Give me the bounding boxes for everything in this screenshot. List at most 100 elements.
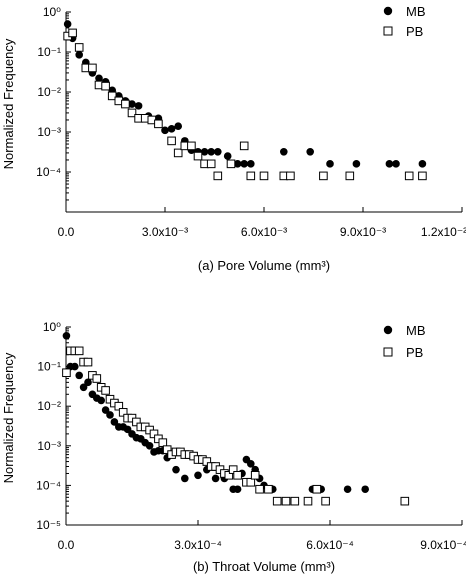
data-point-pb bbox=[228, 465, 238, 474]
data-point-pb bbox=[246, 171, 256, 181]
legend-label-mb: MB bbox=[406, 323, 426, 338]
panel-a-legend: MB PB bbox=[383, 4, 426, 39]
legend-marker-mb bbox=[383, 325, 393, 335]
legend-label-mb: MB bbox=[406, 4, 426, 19]
data-point-pb bbox=[281, 496, 291, 506]
data-point-pb bbox=[132, 417, 141, 427]
data-point-mb bbox=[62, 331, 71, 340]
data-point-pb bbox=[286, 171, 295, 181]
data-point-mb bbox=[233, 160, 242, 168]
y-tick-label: 10⁻¹ bbox=[37, 45, 61, 59]
data-point-mb bbox=[84, 378, 92, 387]
data-point-pb bbox=[158, 438, 168, 447]
panel-a-x-axis-title: (a) Pore Volume (mm³) bbox=[198, 258, 330, 273]
x-tick-label: 9.0x10⁻⁴ bbox=[420, 538, 466, 552]
data-point-mb bbox=[343, 485, 352, 494]
data-point-pb bbox=[162, 445, 172, 454]
panel-a-y-axis-title: Normalized Frequency bbox=[1, 38, 16, 169]
data-point-pb bbox=[303, 496, 313, 506]
data-point-mb bbox=[128, 100, 136, 108]
data-point-mb bbox=[106, 411, 114, 419]
series-pb bbox=[62, 346, 410, 506]
legend-marker-mb bbox=[383, 6, 393, 16]
data-point-mb bbox=[145, 442, 154, 450]
data-point-mb bbox=[233, 485, 242, 494]
data-point-mb bbox=[110, 418, 119, 426]
data-point-mb bbox=[95, 74, 103, 83]
data-point-mb bbox=[75, 371, 83, 380]
data-point-pb bbox=[149, 429, 159, 439]
data-point-mb bbox=[247, 460, 255, 468]
data-point-pb bbox=[404, 171, 414, 181]
legend-label-pb: PB bbox=[406, 345, 423, 360]
y-tick-label: 10⁻¹ bbox=[37, 360, 61, 374]
y-tick-label: 10⁻² bbox=[37, 85, 61, 99]
data-point-pb bbox=[154, 119, 163, 129]
data-point-pb bbox=[193, 151, 203, 161]
x-tick-label: 9.0x10⁻³ bbox=[340, 225, 386, 239]
panel-b-legend: MB PB bbox=[383, 323, 426, 360]
data-point-mb bbox=[240, 160, 248, 168]
y-tick-label: 10⁻⁴ bbox=[36, 165, 61, 179]
data-point-pb bbox=[259, 171, 269, 181]
data-point-mb bbox=[200, 147, 209, 156]
data-point-mb bbox=[161, 126, 169, 135]
data-point-pb bbox=[418, 171, 427, 181]
series-pb bbox=[63, 28, 427, 181]
data-point-mb bbox=[63, 20, 72, 28]
data-point-pb bbox=[101, 386, 110, 395]
data-point-pb bbox=[187, 141, 196, 151]
data-point-mb bbox=[214, 147, 222, 156]
x-tick-label: 0.0 bbox=[58, 225, 75, 239]
panel-b-throat-volume: Normalized Frequency (b) Throat Volume (… bbox=[1, 320, 466, 574]
y-tick-label: 10⁻² bbox=[37, 399, 61, 413]
data-point-mb bbox=[207, 147, 215, 156]
data-point-pb bbox=[173, 148, 183, 158]
panel-b-x-axis-title: (b) Throat Volume (mm³) bbox=[193, 559, 335, 574]
data-point-mb bbox=[418, 160, 427, 168]
data-point-mb bbox=[385, 160, 394, 168]
data-point-pb bbox=[272, 496, 282, 506]
x-tick-label: 0.0 bbox=[58, 538, 75, 552]
y-tick-label: 10⁻³ bbox=[37, 125, 61, 139]
data-point-pb bbox=[321, 496, 330, 506]
data-point-pb bbox=[213, 171, 223, 181]
y-tick-label: 10⁻³ bbox=[37, 439, 61, 453]
y-tick-label: 10⁻⁴ bbox=[36, 478, 61, 492]
x-tick-label: 3.0x10⁻³ bbox=[142, 225, 188, 239]
data-point-pb bbox=[246, 477, 256, 487]
data-point-pb bbox=[233, 470, 242, 480]
data-point-pb bbox=[312, 484, 322, 494]
data-point-pb bbox=[319, 171, 328, 181]
data-point-mb bbox=[172, 465, 180, 474]
data-point-pb bbox=[206, 159, 216, 169]
y-tick-label: 10⁰ bbox=[43, 320, 61, 334]
data-point-mb bbox=[194, 471, 202, 480]
data-point-pb bbox=[92, 374, 102, 383]
data-point-pb bbox=[114, 401, 124, 411]
data-point-pb bbox=[202, 457, 212, 466]
data-point-pb bbox=[239, 141, 249, 151]
data-point-pb bbox=[68, 28, 77, 38]
data-point-mb bbox=[306, 147, 315, 156]
x-tick-label: 6.0x10⁻³ bbox=[241, 225, 287, 239]
data-point-pb bbox=[167, 136, 176, 146]
data-point-mb bbox=[326, 160, 334, 168]
panel-b-y-axis-title: Normalized Frequency bbox=[1, 352, 16, 483]
data-point-mb bbox=[392, 160, 400, 168]
data-point-pb bbox=[118, 408, 128, 417]
data-point-pb bbox=[345, 171, 355, 181]
data-point-mb bbox=[134, 102, 143, 110]
data-point-pb bbox=[83, 357, 93, 367]
legend-marker-pb bbox=[383, 26, 393, 36]
data-point-pb bbox=[121, 99, 130, 109]
data-point-mb bbox=[211, 474, 220, 483]
data-point-mb bbox=[280, 147, 288, 156]
data-point-pb bbox=[290, 496, 300, 506]
data-point-pb bbox=[62, 368, 71, 378]
data-point-mb bbox=[181, 474, 189, 483]
data-point-pb bbox=[224, 470, 234, 480]
panel-a-pore-volume: Normalized Frequency (a) Pore Volume (mm… bbox=[1, 4, 466, 273]
